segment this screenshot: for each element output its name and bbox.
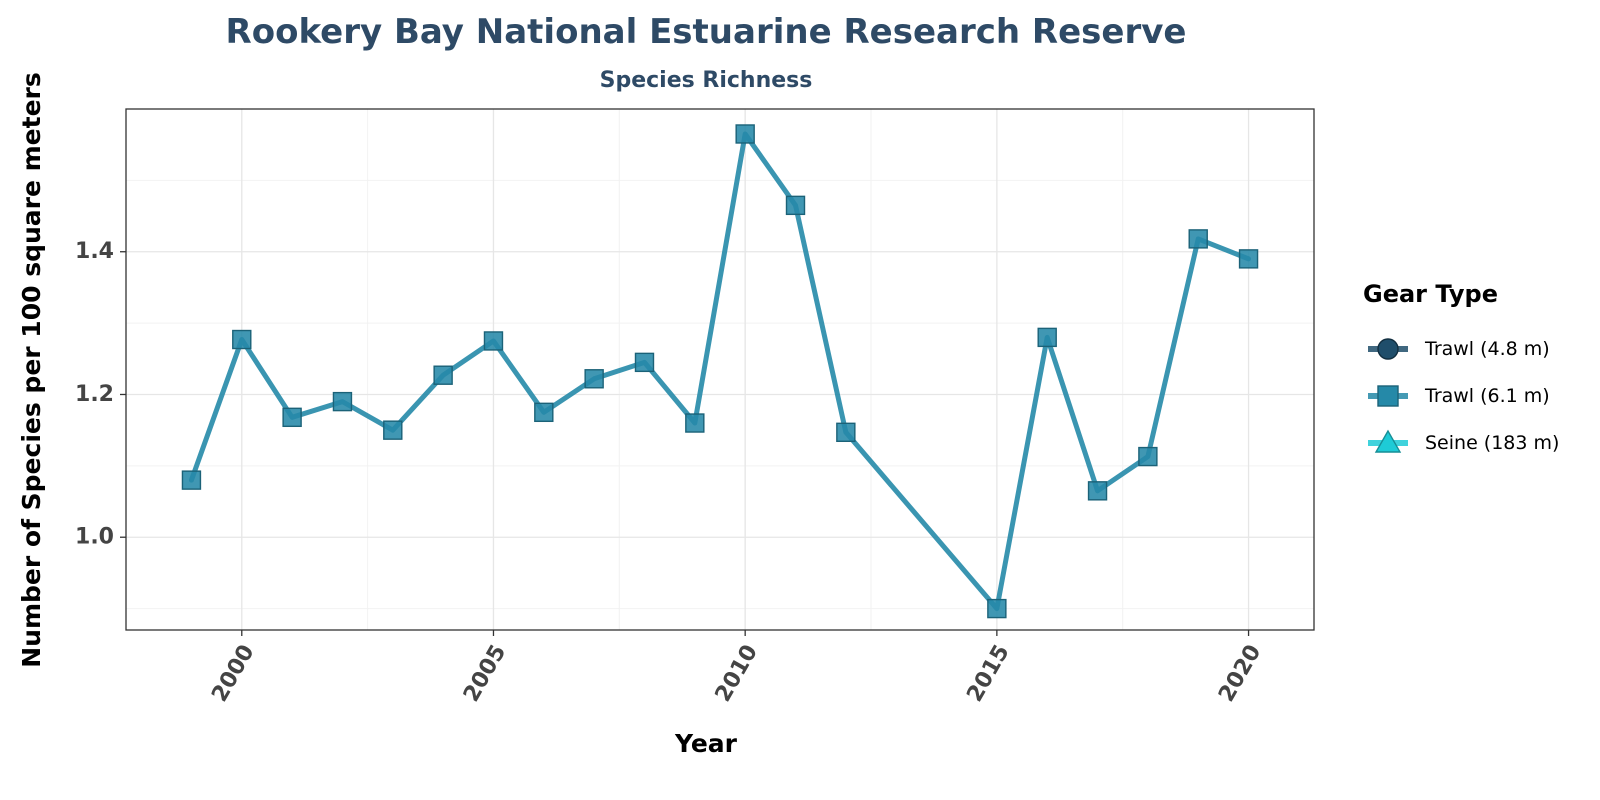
legend-label: Trawl (4.8 m) xyxy=(1424,338,1550,360)
data-point-marker xyxy=(282,407,302,428)
y-axis-title: Number of Species per 100 square meters xyxy=(17,72,46,668)
axis-layer: 2000 2005 2010 2015 2020 1.0 1.2 1.4 xyxy=(75,239,1266,706)
data-point-marker xyxy=(634,352,655,373)
data-point-marker xyxy=(232,329,252,350)
grid-lines xyxy=(126,109,1314,630)
legend-entries: Trawl (4.8 m) Trawl (6.1 m) Seine (183 m) xyxy=(1368,338,1559,454)
legend-circle-marker xyxy=(1377,338,1399,360)
data-point-marker xyxy=(1037,327,1057,348)
x-tick-label: 2005 xyxy=(459,641,511,707)
chart-title: Rookery Bay National Estuarine Research … xyxy=(226,12,1187,52)
data-point-marker xyxy=(181,470,202,490)
data-point-marker xyxy=(785,195,806,216)
legend: Gear Type Trawl (4.8 m) Trawl (6.1 m) Sein… xyxy=(1363,280,1559,454)
data-point-marker xyxy=(1138,446,1158,467)
y-tick-label: 1.4 xyxy=(75,239,114,264)
chart-subtitle: Species Richness xyxy=(600,68,813,93)
y-tick-label: 1.2 xyxy=(75,382,114,407)
x-tick-label: 2020 xyxy=(1214,641,1266,707)
data-point-marker xyxy=(483,331,504,351)
data-point-marker xyxy=(987,598,1007,619)
plot-panel xyxy=(125,108,1315,631)
data-point-marker xyxy=(1188,229,1208,249)
y-tick-label: 1.0 xyxy=(75,525,114,550)
x-tick-label: 2000 xyxy=(207,641,259,707)
data-point-marker xyxy=(836,422,856,443)
x-tick-label: 2015 xyxy=(962,641,1014,707)
data-point-marker xyxy=(332,391,353,412)
legend-title: Gear Type xyxy=(1363,280,1498,308)
legend-label: Seine (183 m) xyxy=(1425,432,1559,454)
legend-triangle-marker xyxy=(1374,429,1402,453)
data-point-marker xyxy=(685,413,705,433)
data-point-marker xyxy=(433,365,453,385)
x-tick-label: 2010 xyxy=(711,641,763,707)
data-point-marker xyxy=(584,369,604,389)
x-axis-title: Year xyxy=(674,729,738,758)
data-point-marker xyxy=(383,420,403,440)
data-point-marker xyxy=(1087,481,1108,501)
data-point-marker xyxy=(735,124,755,144)
data-point-marker xyxy=(1238,249,1259,269)
legend-label: Trawl (6.1 m) xyxy=(1424,385,1550,407)
data-point-marker xyxy=(534,402,554,423)
series-layer xyxy=(181,124,1259,619)
legend-square-marker xyxy=(1377,385,1399,407)
